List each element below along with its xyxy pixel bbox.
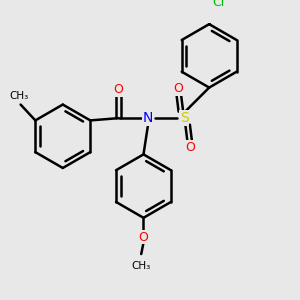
Text: CH₃: CH₃ xyxy=(10,91,29,101)
Text: O: O xyxy=(174,82,184,95)
Text: O: O xyxy=(114,83,124,96)
Text: O: O xyxy=(139,231,148,244)
Text: Cl: Cl xyxy=(212,0,224,9)
Text: O: O xyxy=(185,141,195,154)
Text: N: N xyxy=(143,111,153,125)
Text: S: S xyxy=(180,111,189,125)
Text: CH₃: CH₃ xyxy=(132,261,151,271)
